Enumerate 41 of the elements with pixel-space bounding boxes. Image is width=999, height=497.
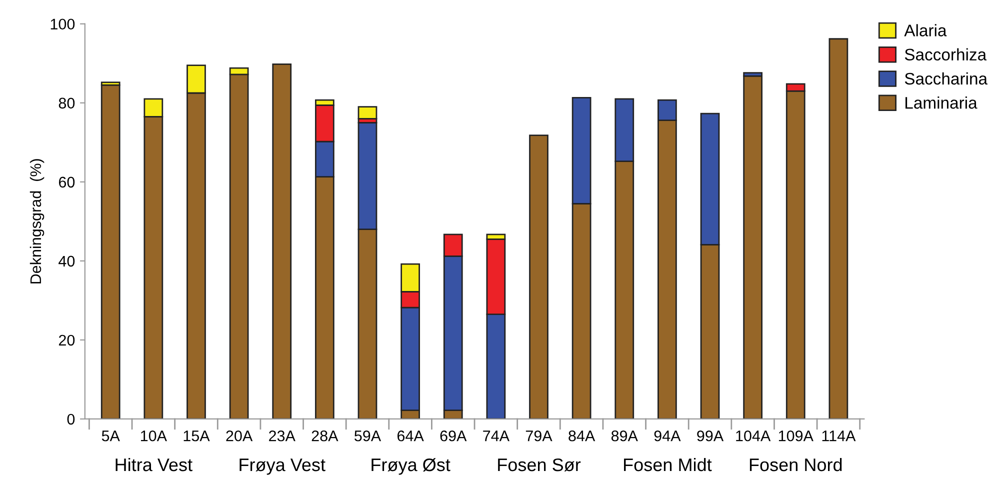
text: Fosen Sør [498,458,581,472]
y-tick-label: 100 [50,18,75,30]
bar [529,134,548,419]
bar [358,106,378,120]
bar [743,75,763,419]
y-tick-label: 80 [58,98,75,109]
text: Frøya Vest [240,458,326,475]
x-tick-label: 99A [697,430,724,442]
y-tick-label: 60 [58,176,75,188]
x-tick-label: 15A [184,430,210,442]
x-tick-label: 69A [440,430,467,442]
bar [272,63,292,419]
legend-label: Saccorhiza [904,48,987,61]
legend-label: Laminaria [906,96,978,109]
y-tick-label: 40 [58,256,75,267]
x-tick-label: 5A [102,430,120,442]
text: Fosen Nord [750,458,842,472]
x-tick-label: 23A [269,430,296,442]
x-tick-label: 89A [611,430,638,442]
x-tick-label: 84A [568,430,596,442]
y-tick-label: 20 [58,334,75,346]
y-axis-title: Dekningsgrad (%) [30,159,44,284]
x-tick-label: 79A [526,430,552,442]
bar [828,38,848,419]
x-tick-label: 10A [140,430,167,442]
y-tick-label: 0 [67,414,75,425]
x-tick-label: 114A [822,430,856,442]
bar [100,84,120,419]
legend-label: Alaria [904,24,947,36]
text: Frøya Øst [372,458,450,475]
x-tick-label: 109A [778,430,814,442]
x-tick-label: 64A [397,430,424,442]
text: Hitra Vest [116,458,192,472]
x-tick-label: 94A [654,430,681,442]
x-tick-label: 28A [312,430,338,442]
legend-label: Saccharina [904,72,988,85]
x-tick-label: 104A [736,430,771,442]
x-tick-label: 59A [354,430,382,442]
x-tick-label: 74A [483,430,510,442]
x-tick-label: 20A [226,430,253,442]
text: Fosen Midt [624,458,712,472]
